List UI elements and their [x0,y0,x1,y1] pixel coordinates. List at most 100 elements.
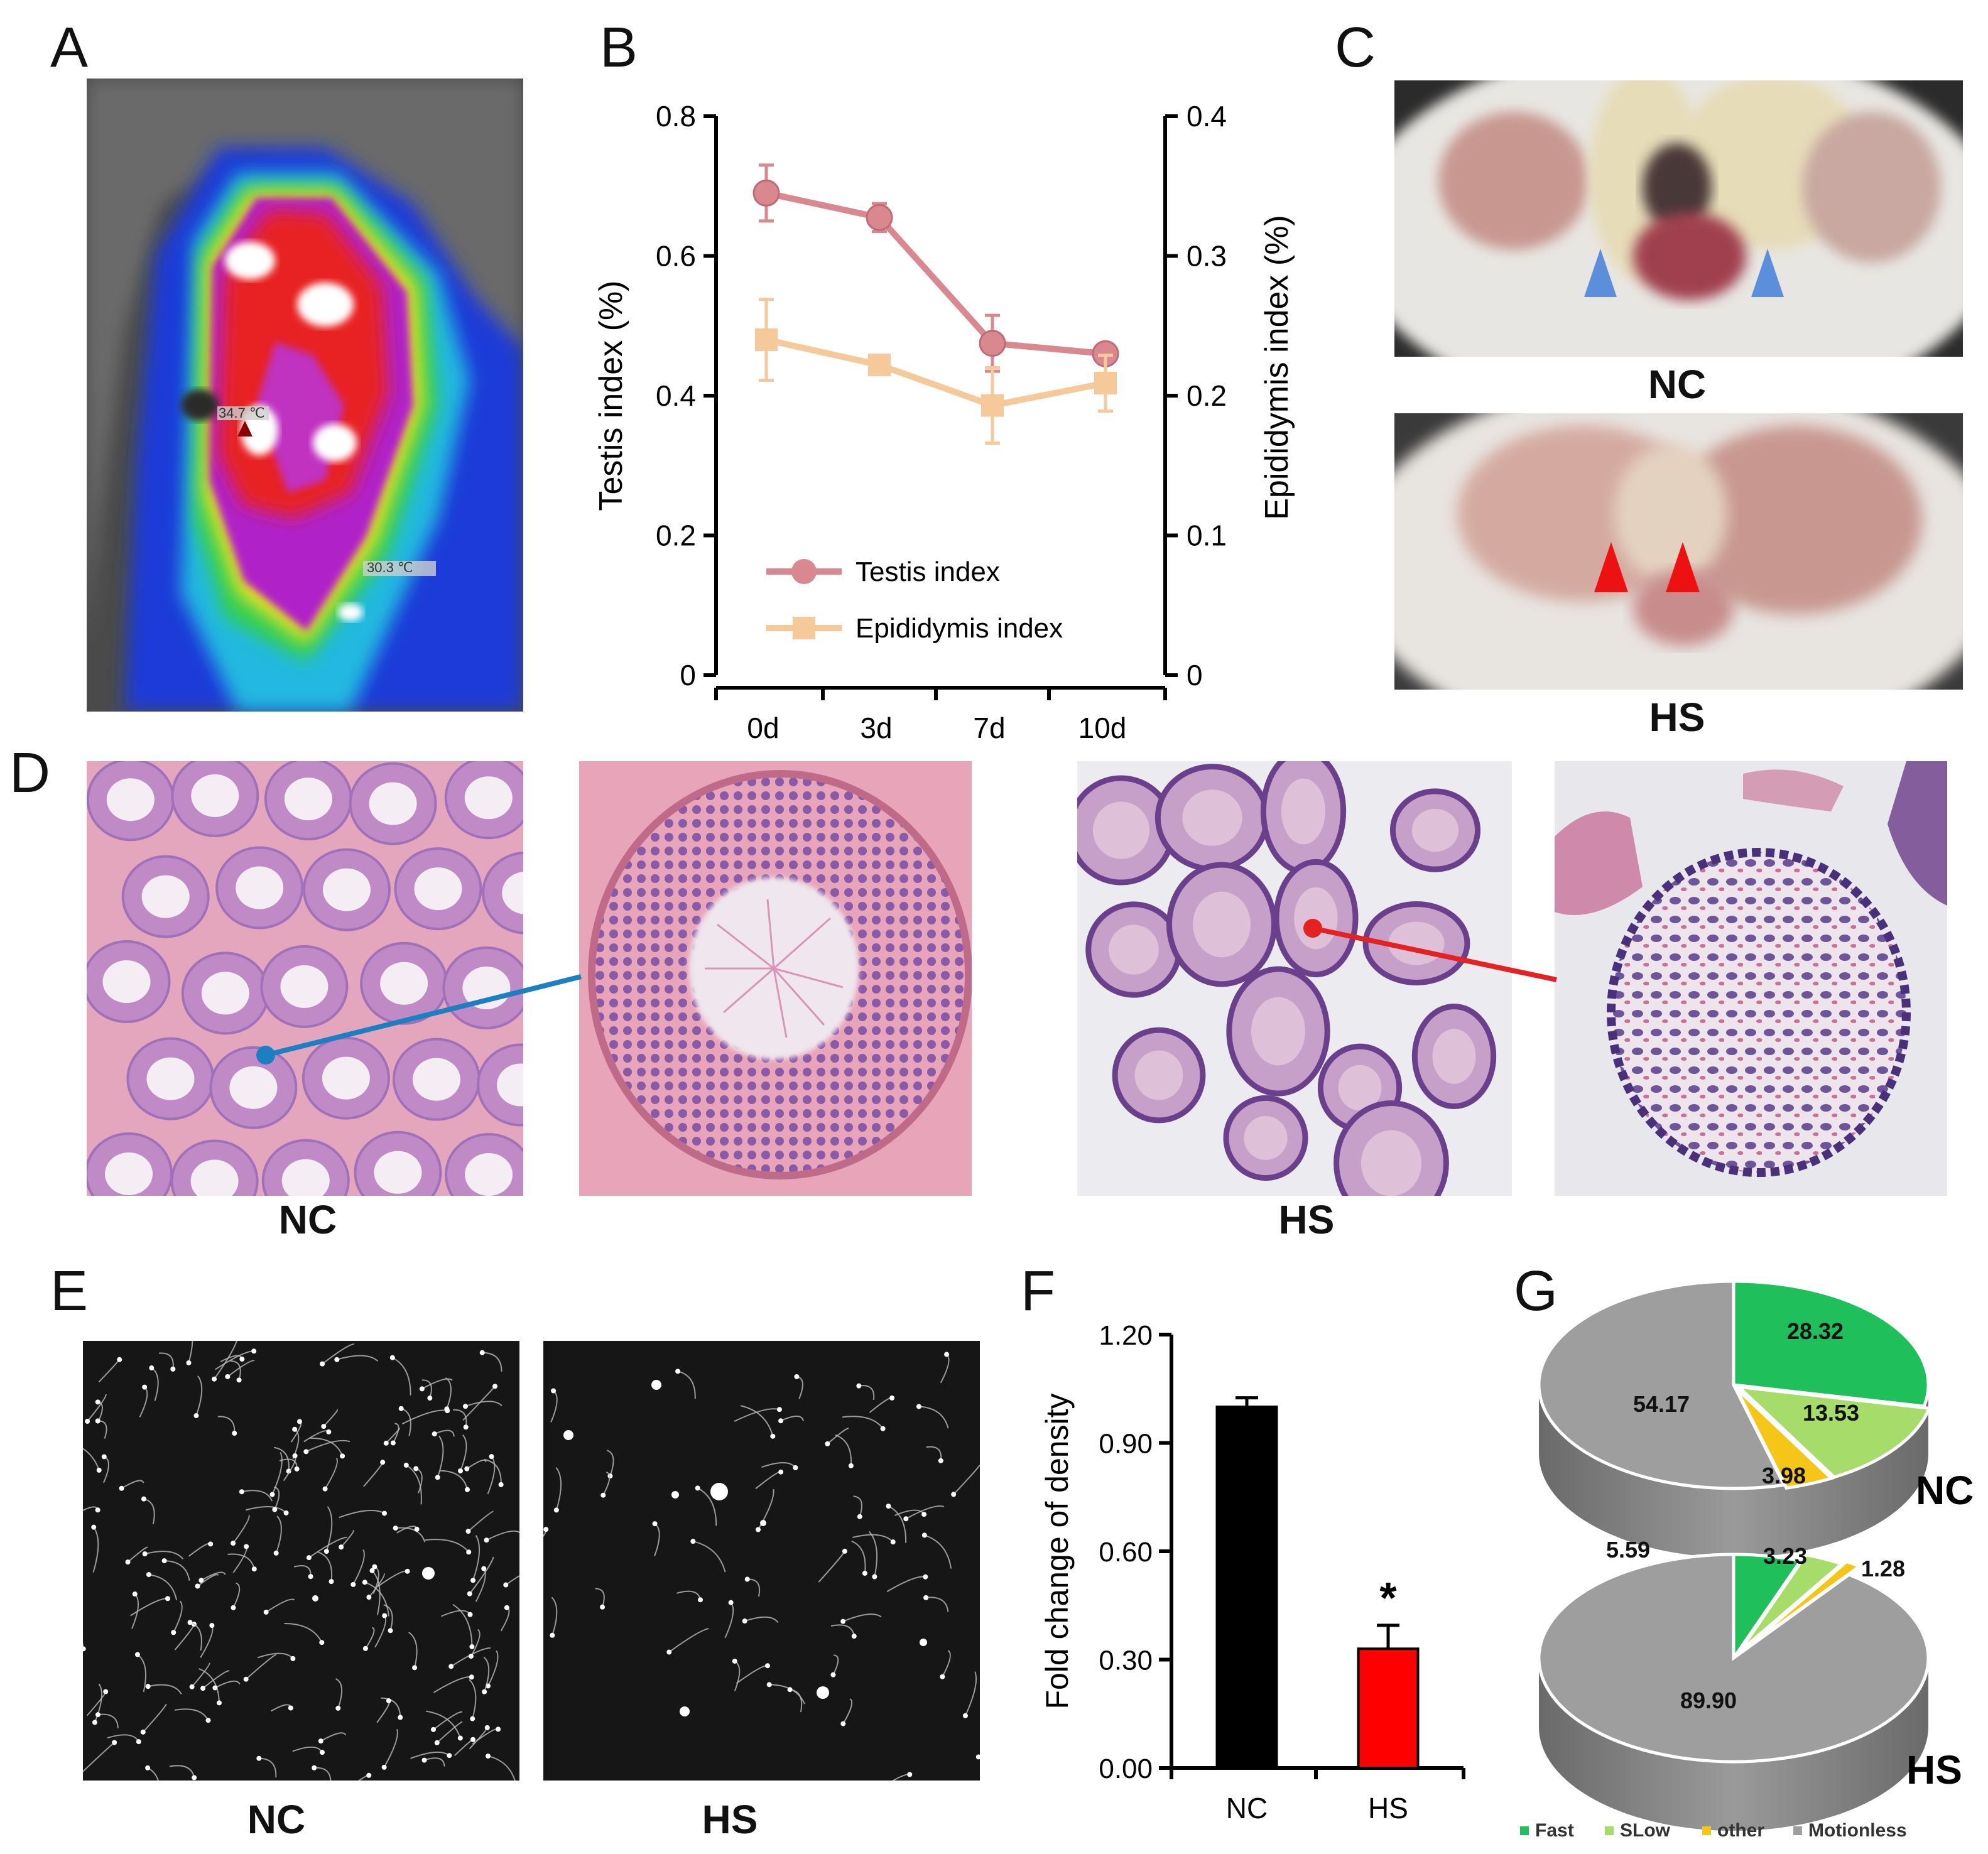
sperm-tail [469,1679,477,1719]
sperm-head [112,1740,117,1745]
sperm-head [208,1541,214,1547]
sperm-head [695,1485,700,1491]
x-axis-tick-label: 3d [860,712,892,744]
sperm-head [470,1737,476,1742]
tubule-lumen [1244,1116,1288,1160]
sperm-tail [925,1596,949,1612]
sperm-head [744,1576,750,1582]
tubule-lumen [236,866,284,909]
sperm-head [916,1404,921,1409]
sperm-tail [551,1596,558,1636]
sperm-head [393,1526,398,1531]
legend-swatch-1 [1605,1826,1614,1835]
sperm-head [427,1396,433,1401]
panel-letter-g: G [1514,1260,1558,1323]
sperm-tail [144,1551,184,1559]
tubule-lumen [141,875,190,918]
sperm-head [465,1529,471,1534]
sperm-tail [677,1370,696,1399]
sperm-head [479,1350,485,1355]
significance-asterisk: * [1379,1573,1397,1622]
sperm-tail [668,1627,709,1653]
sperm-tail [408,1632,418,1668]
sperm-head [498,1482,504,1487]
y-axis-tick-label: 1.20 [1099,1320,1153,1351]
sperm-tail [460,1434,467,1472]
legend-marker [793,617,815,639]
sperm-tail [487,1755,516,1781]
sperm-tail [426,1710,461,1738]
sperm-tail [486,1530,519,1541]
sperm-tail [386,1428,401,1444]
tubule-lumen [190,1159,239,1196]
sperm-head [448,1664,454,1669]
sperm-tail [905,1505,945,1520]
sperm-head [435,1475,440,1480]
sperm-head [794,1374,800,1379]
sperm-tail [868,1531,878,1577]
sperm-head [842,1548,847,1554]
sperm-head [91,1524,97,1530]
histology-nc-high-mag [579,761,972,1196]
tubule-lumen [465,1153,513,1196]
sperm-head [469,1644,475,1649]
sperm-head [119,1485,124,1491]
sperm-head [890,1539,896,1545]
hs-slice-label: 5.59 [1606,1537,1650,1563]
hs-slice-1 [1737,1553,1845,1654]
sperm-tail [827,1428,850,1445]
nc-slice-1 [1734,1384,1931,1479]
sperm-head [489,1454,494,1460]
y-axis-tick-label: 0.00 [1099,1754,1153,1784]
sperm-head [187,1620,193,1625]
sperm-tail [851,1540,866,1574]
sperm-head [92,1720,97,1725]
sperm-tail [147,1767,159,1781]
sperm-tail [434,1429,455,1437]
sperm-head [390,1440,396,1446]
series-line-1 [765,337,1106,409]
sperm-head [398,1406,404,1411]
sperm-head [326,1429,332,1434]
sperm-tail [314,1767,332,1781]
sperm-tail [832,1654,839,1676]
sperm-head [862,1571,867,1576]
sperm-tail [173,1600,183,1633]
sperm-head [467,1612,473,1617]
sperm-tail [368,1573,385,1598]
sperm-head [468,1654,474,1659]
sperm-head [269,1492,275,1497]
sperm-head [142,1384,148,1390]
sperm-head [231,1605,236,1610]
sperm-head [145,1684,151,1689]
sperm-tail [465,1401,502,1407]
panel-d-label-nc: NC [278,1197,337,1242]
tubule-lumen [374,1151,422,1194]
legend-swatch-2 [1702,1826,1711,1835]
sperm-head [381,1764,387,1770]
sperm-head [921,1532,927,1538]
sperm-head [212,1376,217,1382]
sperm-head [165,1596,170,1602]
histology-hs-high-mag [1555,761,1947,1196]
sperm-tail [602,1472,611,1496]
sperm-head [236,1377,242,1383]
sperm-head [944,1352,950,1357]
sperm-tail [198,1668,220,1703]
data-point [866,203,893,231]
hs-slice-3 [1537,1553,1930,1764]
sperm-head [652,1521,658,1527]
sperm-head [170,1366,176,1372]
panel-e-label-hs: HS [702,1797,758,1842]
sperm-tail [83,1448,100,1471]
sperm-tail [214,1680,241,1689]
sperm-tail [97,1713,119,1728]
sperm-tail [467,1510,494,1532]
sperm-tail [487,1650,499,1686]
sperm-head [232,1431,237,1436]
sperm-tail [273,1446,290,1472]
sperm-head [444,1406,450,1412]
bright-particle [563,1430,573,1440]
sperm-tail [453,1409,467,1428]
sperm-tail [364,1581,389,1617]
